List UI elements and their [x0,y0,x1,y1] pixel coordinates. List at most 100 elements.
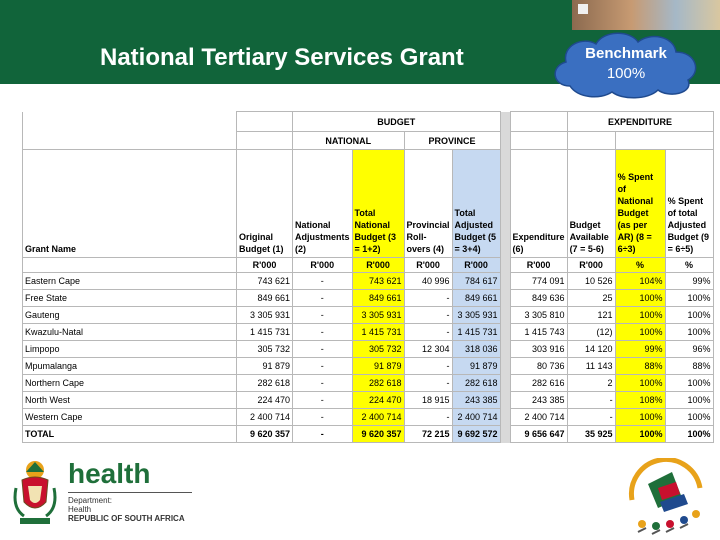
cell: 743 621 [236,272,293,290]
benchmark-cloud [554,32,697,99]
row-name: North West [22,391,237,409]
col-national-adjustments: National Adjustments (2) [292,149,353,258]
col-original-budget: Original Budget (1) [236,149,293,258]
cell: 14 120 [566,340,616,358]
cell: 282 618 [236,374,293,392]
cell: 100% [664,306,714,324]
cell: - [403,408,453,426]
logo-divider [68,492,192,493]
cell: - [292,408,353,426]
cell: 318 036 [451,340,501,358]
col-pct-national: % Spent of National Budget (as per AR) (… [614,149,666,258]
province-header: PROVINCE [403,131,501,150]
cell: - [566,408,616,426]
cell: 100% [664,323,714,341]
cell: 100% [614,408,666,426]
table-row: North West 224 470 - 224 470 18 915 243 … [22,391,714,409]
cell: 243 385 [509,391,568,409]
cell: 1 415 731 [236,323,293,341]
coat-of-arms-icon [13,461,57,524]
col-total-national-budget: Total National Budget (3 = 1+2) [351,149,405,258]
unit-cell: R'000 [236,257,293,273]
cell: 282 618 [451,374,501,392]
col-pct-total: % Spent of total Adjusted Budget (9 = 6÷… [664,149,714,258]
cell: - [403,306,453,324]
cell: 2 400 714 [351,408,405,426]
cell: 121 [566,306,616,324]
benchmark-label: Benchmark [585,45,667,62]
cell: 2 400 714 [451,408,501,426]
table-row: Northern Cape 282 618 - 282 618 - 282 61… [22,374,714,392]
cell: - [292,272,353,290]
cell: 3 305 931 [351,306,405,324]
col-total-adjusted-budget: Total Adjusted Budget (5 = 3+4) [451,149,501,258]
cell: - [292,306,353,324]
dept-line-1: Department: [68,496,113,505]
cell: 88% [664,357,714,375]
row-name: Limpopo [22,340,237,358]
cell: 91 879 [351,357,405,375]
col-expenditure: Expenditure (6) [509,149,568,258]
cell: 80 736 [509,357,568,375]
cell: 224 470 [351,391,405,409]
cell: 224 470 [236,391,293,409]
cell: 2 [566,374,616,392]
cell: 2 400 714 [236,408,293,426]
benchmark-text: Benchmark 100% [548,44,704,84]
cell: 96% [664,340,714,358]
unit-cell: % [664,257,714,273]
cell: 100% [664,425,714,443]
row-name: Gauteng [22,306,237,324]
cell: 100% [664,289,714,307]
cell: 849 661 [236,289,293,307]
cell: - [566,391,616,409]
cell: 303 916 [509,340,568,358]
row-name: Free State [22,289,237,307]
cell: 40 996 [403,272,453,290]
cell: 243 385 [451,391,501,409]
slide-title: National Tertiary Services Grant [100,44,464,71]
row-name: TOTAL [22,425,237,443]
cell: 3 305 931 [236,306,293,324]
cell: - [292,425,353,443]
col-grant-name: Grant Name [22,149,237,258]
anniversary-badge-icon [629,458,703,535]
cell: 849 661 [351,289,405,307]
total-row: TOTAL 9 620 357 - 9 620 357 72 215 9 692… [22,425,714,443]
cell: 72 215 [403,425,453,443]
expenditure-header: EXPENDITURE [566,111,714,132]
budget-header: BUDGET [292,111,501,132]
cell: 1 415 743 [509,323,568,341]
cell: 100% [664,374,714,392]
cell: 91 879 [236,357,293,375]
cell: 18 915 [403,391,453,409]
unit-cell: R'000 [292,257,353,273]
cell: - [292,289,353,307]
table-row: Kwazulu-Natal 1 415 731 - 1 415 731 - 1 … [22,323,714,341]
cell: 784 617 [451,272,501,290]
cell: 305 732 [351,340,405,358]
dept-line-3: REPUBLIC OF SOUTH AFRICA [68,514,185,523]
unit-cell: R'000 [403,257,453,273]
unit-cell: % [614,257,666,273]
cell: 104% [614,272,666,290]
unit-cell: R'000 [566,257,616,273]
cell: 849 661 [451,289,501,307]
cell: 9 656 647 [509,425,568,443]
table-row: Limpopo 305 732 - 305 732 12 304 318 036… [22,340,714,358]
cell: 12 304 [403,340,453,358]
cell: 282 618 [351,374,405,392]
cell: - [403,323,453,341]
cell: 2 400 714 [509,408,568,426]
unit-cell: R'000 [351,257,405,273]
cell: 88% [614,357,666,375]
cell: 11 143 [566,357,616,375]
cell: 100% [614,425,666,443]
table-row: Free State 849 661 - 849 661 - 849 661 8… [22,289,714,307]
col-provincial-rollovers: Provincial Roll-overs (4) [403,149,453,258]
cell: (12) [566,323,616,341]
cell: 108% [614,391,666,409]
cell: 9 692 572 [451,425,501,443]
cell: 774 091 [509,272,568,290]
cell: 305 732 [236,340,293,358]
